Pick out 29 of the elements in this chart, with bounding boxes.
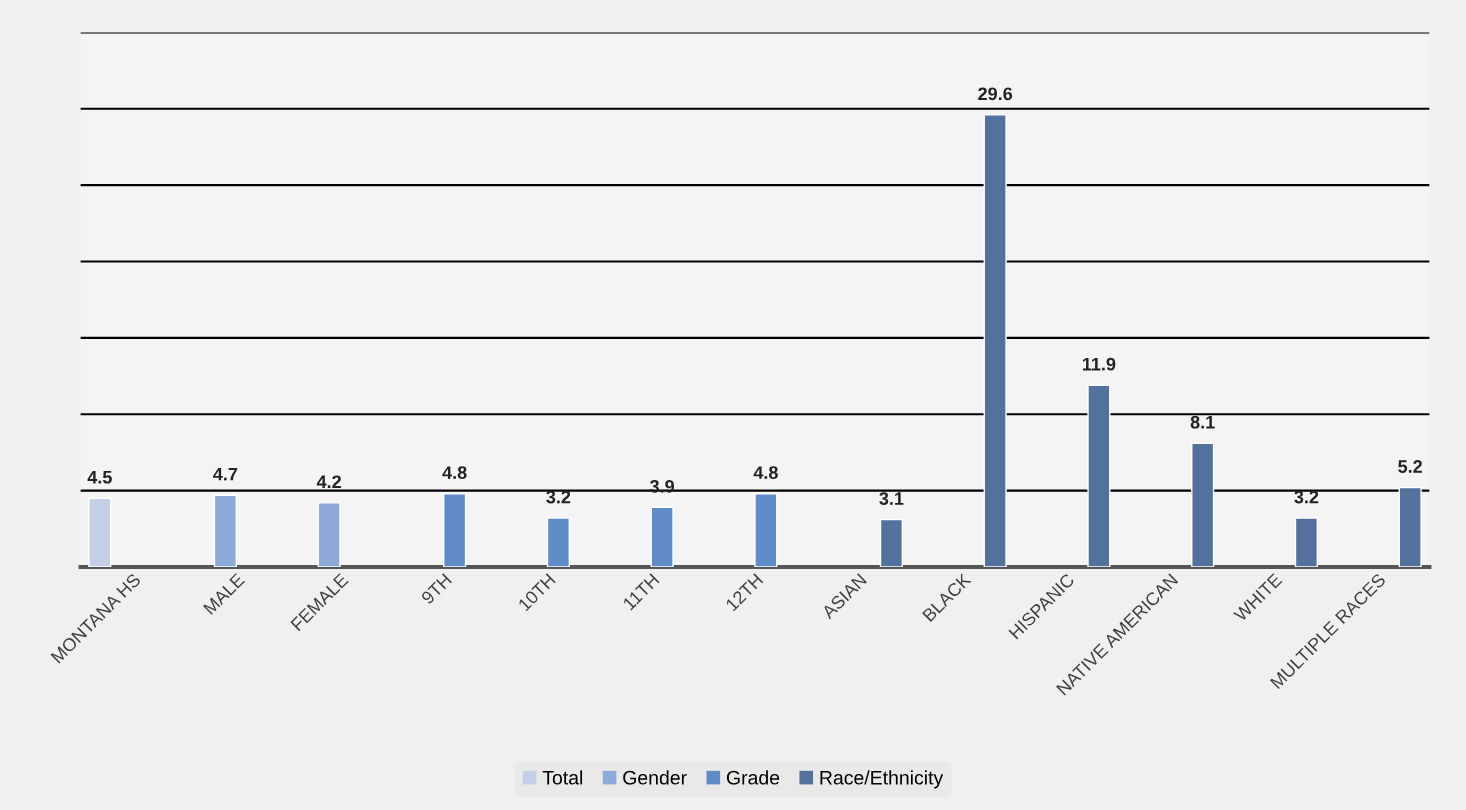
data-label: 29.6 xyxy=(978,87,1013,101)
data-label: 4.5 xyxy=(87,470,112,484)
bar xyxy=(1087,384,1111,567)
data-label: 4.2 xyxy=(316,475,341,488)
data-label: 3.2 xyxy=(1294,490,1319,504)
legend-label: Gender xyxy=(623,770,687,785)
legend-label: Total xyxy=(542,770,583,785)
legend-label: Grade xyxy=(726,770,780,785)
data-label: 4.8 xyxy=(753,466,778,479)
bar xyxy=(443,492,467,567)
bar xyxy=(754,492,778,567)
data-label: 3.2 xyxy=(546,490,571,504)
data-label: 11.9 xyxy=(1082,357,1116,371)
bar xyxy=(1398,486,1422,567)
data-label: 3.1 xyxy=(879,492,904,505)
bar xyxy=(317,502,341,567)
data-label: 4.8 xyxy=(442,466,467,479)
bar xyxy=(879,518,904,567)
bar xyxy=(88,497,112,567)
bar xyxy=(213,494,237,567)
bar xyxy=(1191,442,1215,567)
bar xyxy=(983,114,1007,567)
data-label: 4.7 xyxy=(213,467,238,481)
data-label: 8.1 xyxy=(1190,415,1215,429)
bar xyxy=(1294,517,1318,567)
legend-label: Race/Ethnicity xyxy=(820,770,944,789)
data-label: 5.2 xyxy=(1398,460,1422,473)
bar xyxy=(546,517,570,567)
bar xyxy=(650,506,674,567)
